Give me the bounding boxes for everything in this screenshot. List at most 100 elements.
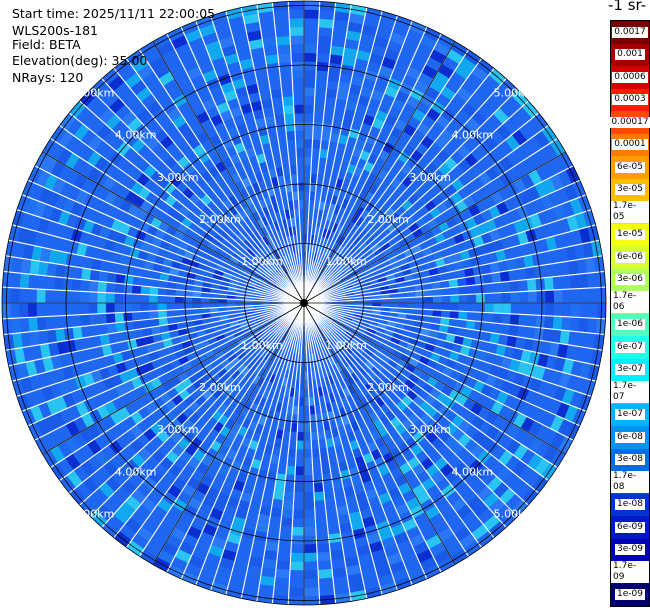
data-gate — [175, 289, 185, 297]
data-gate — [348, 511, 362, 523]
data-gate — [236, 471, 249, 484]
data-gate — [319, 246, 326, 256]
data-gate — [275, 429, 284, 439]
data-gate — [274, 114, 286, 125]
data-gate — [202, 98, 217, 111]
data-gate — [265, 283, 274, 290]
data-gate — [319, 447, 329, 458]
data-gate — [339, 522, 353, 533]
ray-separator — [303, 15, 398, 304]
ray-separator — [256, 302, 305, 602]
data-gate — [124, 517, 142, 534]
data-gate — [290, 552, 304, 562]
data-gate — [314, 334, 320, 344]
ray-separator — [303, 302, 558, 468]
data-gate — [359, 340, 369, 349]
data-gate — [104, 239, 116, 252]
ray-separator — [21, 302, 305, 412]
data-gate — [566, 215, 579, 232]
ray-separator — [303, 125, 549, 304]
data-gate — [342, 282, 352, 288]
data-gate — [62, 197, 76, 214]
data-gate — [57, 340, 68, 355]
data-gate — [239, 58, 254, 70]
data-gate — [352, 527, 367, 540]
data-gate — [550, 432, 566, 450]
data-gate — [186, 66, 203, 81]
data-gate — [406, 291, 416, 298]
data-gate — [203, 216, 215, 228]
data-gate — [64, 152, 80, 170]
data-gate — [256, 282, 266, 288]
data-gate — [46, 398, 60, 416]
data-gate — [393, 349, 404, 359]
data-gate — [201, 286, 211, 294]
ray-separator — [287, 1, 305, 304]
data-gate — [465, 216, 478, 230]
data-gate — [496, 124, 512, 141]
data-gate — [464, 153, 479, 168]
data-gate — [412, 395, 425, 407]
data-gate — [391, 98, 406, 111]
data-gate — [25, 229, 38, 246]
data-gate — [334, 266, 343, 275]
data-gate — [233, 212, 244, 223]
range-ring-label: 1.00km — [325, 339, 367, 352]
data-gate — [352, 316, 362, 322]
range-ring-label: 5.00km — [494, 87, 536, 100]
data-gate — [557, 418, 572, 437]
data-gate — [327, 260, 335, 269]
data-gate — [114, 293, 124, 303]
data-gate — [432, 288, 442, 297]
data-gate — [208, 383, 219, 395]
ray-separator — [303, 179, 581, 304]
data-gate — [297, 423, 304, 433]
data-gate — [252, 328, 261, 336]
data-gate — [247, 281, 257, 288]
ray-separator — [113, 302, 305, 539]
data-gate — [557, 343, 569, 359]
data-gate — [401, 395, 413, 407]
data-gate — [217, 464, 231, 477]
data-gate — [131, 453, 146, 468]
data-gate — [253, 365, 262, 375]
data-gate — [201, 389, 213, 401]
data-gate — [132, 320, 143, 330]
data-gate — [99, 334, 111, 346]
data-gate — [483, 135, 499, 151]
data-gate — [243, 206, 253, 217]
ray-separator — [303, 302, 352, 602]
ray-separator — [225, 302, 305, 595]
data-gate — [358, 366, 368, 377]
data-gate — [318, 275, 326, 284]
data-gate — [254, 117, 267, 129]
data-gate — [218, 36, 235, 49]
data-gate — [357, 499, 371, 512]
data-gate — [461, 101, 478, 118]
data-gate — [90, 369, 103, 384]
data-gate — [70, 228, 83, 243]
data-gate — [124, 190, 138, 204]
colorbar-tick-label: 3e-09 — [615, 544, 645, 556]
data-gate — [277, 53, 292, 63]
data-gate — [345, 100, 358, 112]
data-gate — [578, 273, 589, 289]
data-gate — [475, 284, 485, 294]
ray-separator — [210, 15, 305, 304]
data-gate — [284, 274, 291, 283]
data-gate — [457, 277, 467, 287]
data-gate — [265, 214, 274, 225]
data-gate — [243, 195, 254, 207]
data-gate — [336, 505, 349, 516]
data-gate — [146, 100, 163, 116]
data-gate — [387, 359, 398, 369]
data-gate — [359, 86, 374, 98]
data-gate — [248, 38, 264, 50]
data-gate — [329, 274, 338, 282]
data-gate — [102, 460, 119, 477]
data-gate — [192, 378, 204, 390]
data-gate — [106, 272, 117, 284]
data-gate — [286, 263, 292, 272]
data-gate — [38, 187, 52, 205]
data-gate — [80, 314, 90, 327]
